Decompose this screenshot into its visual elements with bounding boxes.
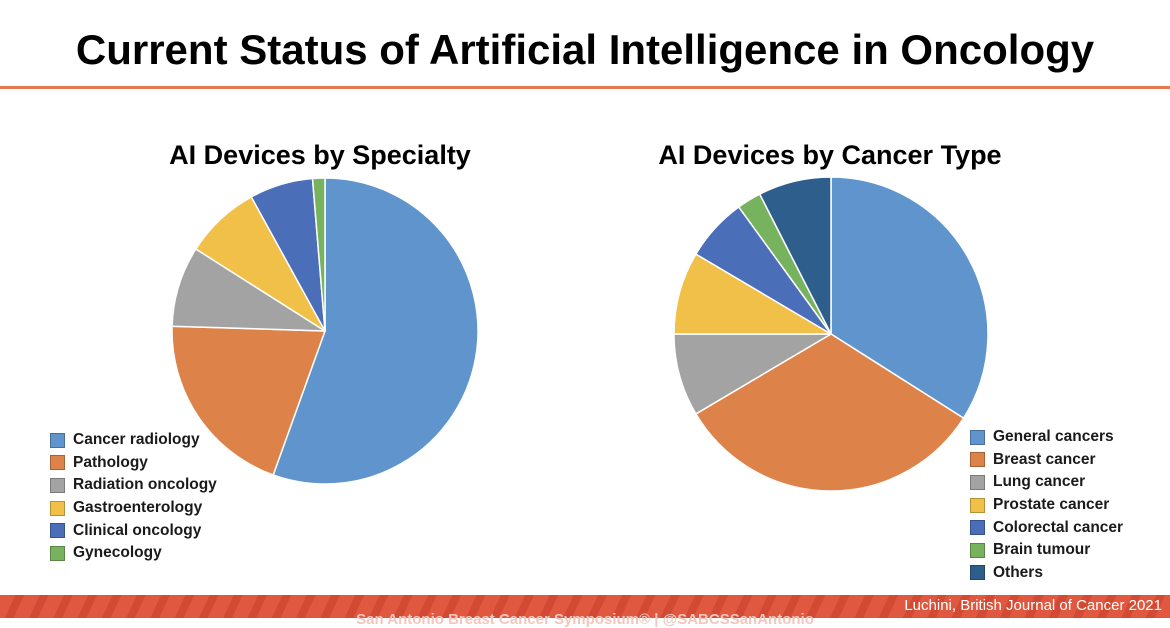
legend-item: Colorectal cancer xyxy=(970,516,1123,539)
legend-swatch xyxy=(50,477,65,493)
legend-label: Others xyxy=(993,563,1043,581)
legend-label: Breast cancer xyxy=(993,450,1096,468)
legend-label: General cancers xyxy=(993,428,1114,446)
legend-label: Colorectal cancer xyxy=(993,518,1124,536)
legend-swatch xyxy=(970,429,985,445)
legend-item: Prostate cancer xyxy=(970,494,1123,517)
pie-slice-pathology xyxy=(171,325,326,476)
legend-swatch xyxy=(970,497,985,513)
title-underline xyxy=(0,86,1170,89)
legend-label: Pathology xyxy=(73,453,148,471)
legend-label: Clinical oncology xyxy=(73,521,202,539)
legend-swatch xyxy=(50,523,65,539)
legend-item: Gastroenterology xyxy=(50,497,217,520)
legend-swatch xyxy=(50,545,65,561)
pie-slice-prostate-cancer xyxy=(673,253,832,335)
slide-title: Current Status of Artificial Intelligenc… xyxy=(75,26,1095,73)
legend-item: Lung cancer xyxy=(970,471,1123,494)
pie-slice-breast-cancer xyxy=(695,333,965,492)
legend-label: Cancer radiology xyxy=(73,431,200,449)
pie-slice-others xyxy=(758,176,832,335)
legend-swatch xyxy=(970,474,985,490)
legend-label: Brain tumour xyxy=(993,541,1091,559)
legend-item: Radiation oncology xyxy=(50,474,217,497)
legend-label: Gynecology xyxy=(73,544,162,562)
legend-label: Lung cancer xyxy=(993,473,1086,491)
legend-swatch xyxy=(970,542,985,558)
pie-slice-lung-cancer xyxy=(673,333,832,415)
pie-slice-gynecology xyxy=(311,177,326,332)
legend-swatch xyxy=(50,455,65,471)
legend-label: Radiation oncology xyxy=(73,476,217,494)
chart-title-cancer-type: AI Devices by Cancer Type xyxy=(658,140,1002,170)
pie-chart-specialty xyxy=(171,177,479,485)
legend-swatch xyxy=(50,500,65,516)
legend-swatch xyxy=(970,452,985,468)
pie-chart-cancer-type xyxy=(673,176,989,492)
legend-item: Brain tumour xyxy=(970,539,1123,562)
pie-slice-cancer-radiology xyxy=(272,177,479,485)
legend-item: Gynecology xyxy=(50,542,217,565)
pie-slice-general-cancers xyxy=(830,176,989,419)
legend-label: Gastroenterology xyxy=(73,499,203,517)
legend-label: Prostate cancer xyxy=(993,496,1110,514)
legend-swatch xyxy=(50,432,65,448)
legend-item: Clinical oncology xyxy=(50,519,217,542)
legend-item: Pathology xyxy=(50,452,217,475)
legend-cancer-type: General cancers Breast cancer Lung cancer P… xyxy=(970,426,1123,584)
legend-swatch xyxy=(970,520,985,536)
chart-title-specialty: AI Devices by Specialty xyxy=(169,140,471,170)
legend-item: Cancer radiology xyxy=(50,429,217,452)
legend-item: Breast cancer xyxy=(970,449,1123,472)
legend-swatch xyxy=(970,565,985,581)
legend-specialty: Cancer radiology Pathology Radiation oncol… xyxy=(50,429,217,565)
legend-item: Others xyxy=(970,562,1123,585)
legend-item: General cancers xyxy=(970,426,1123,449)
footer-band xyxy=(0,595,1170,618)
citation: Luchini, British Journal of Cancer 2021 xyxy=(904,597,1162,614)
